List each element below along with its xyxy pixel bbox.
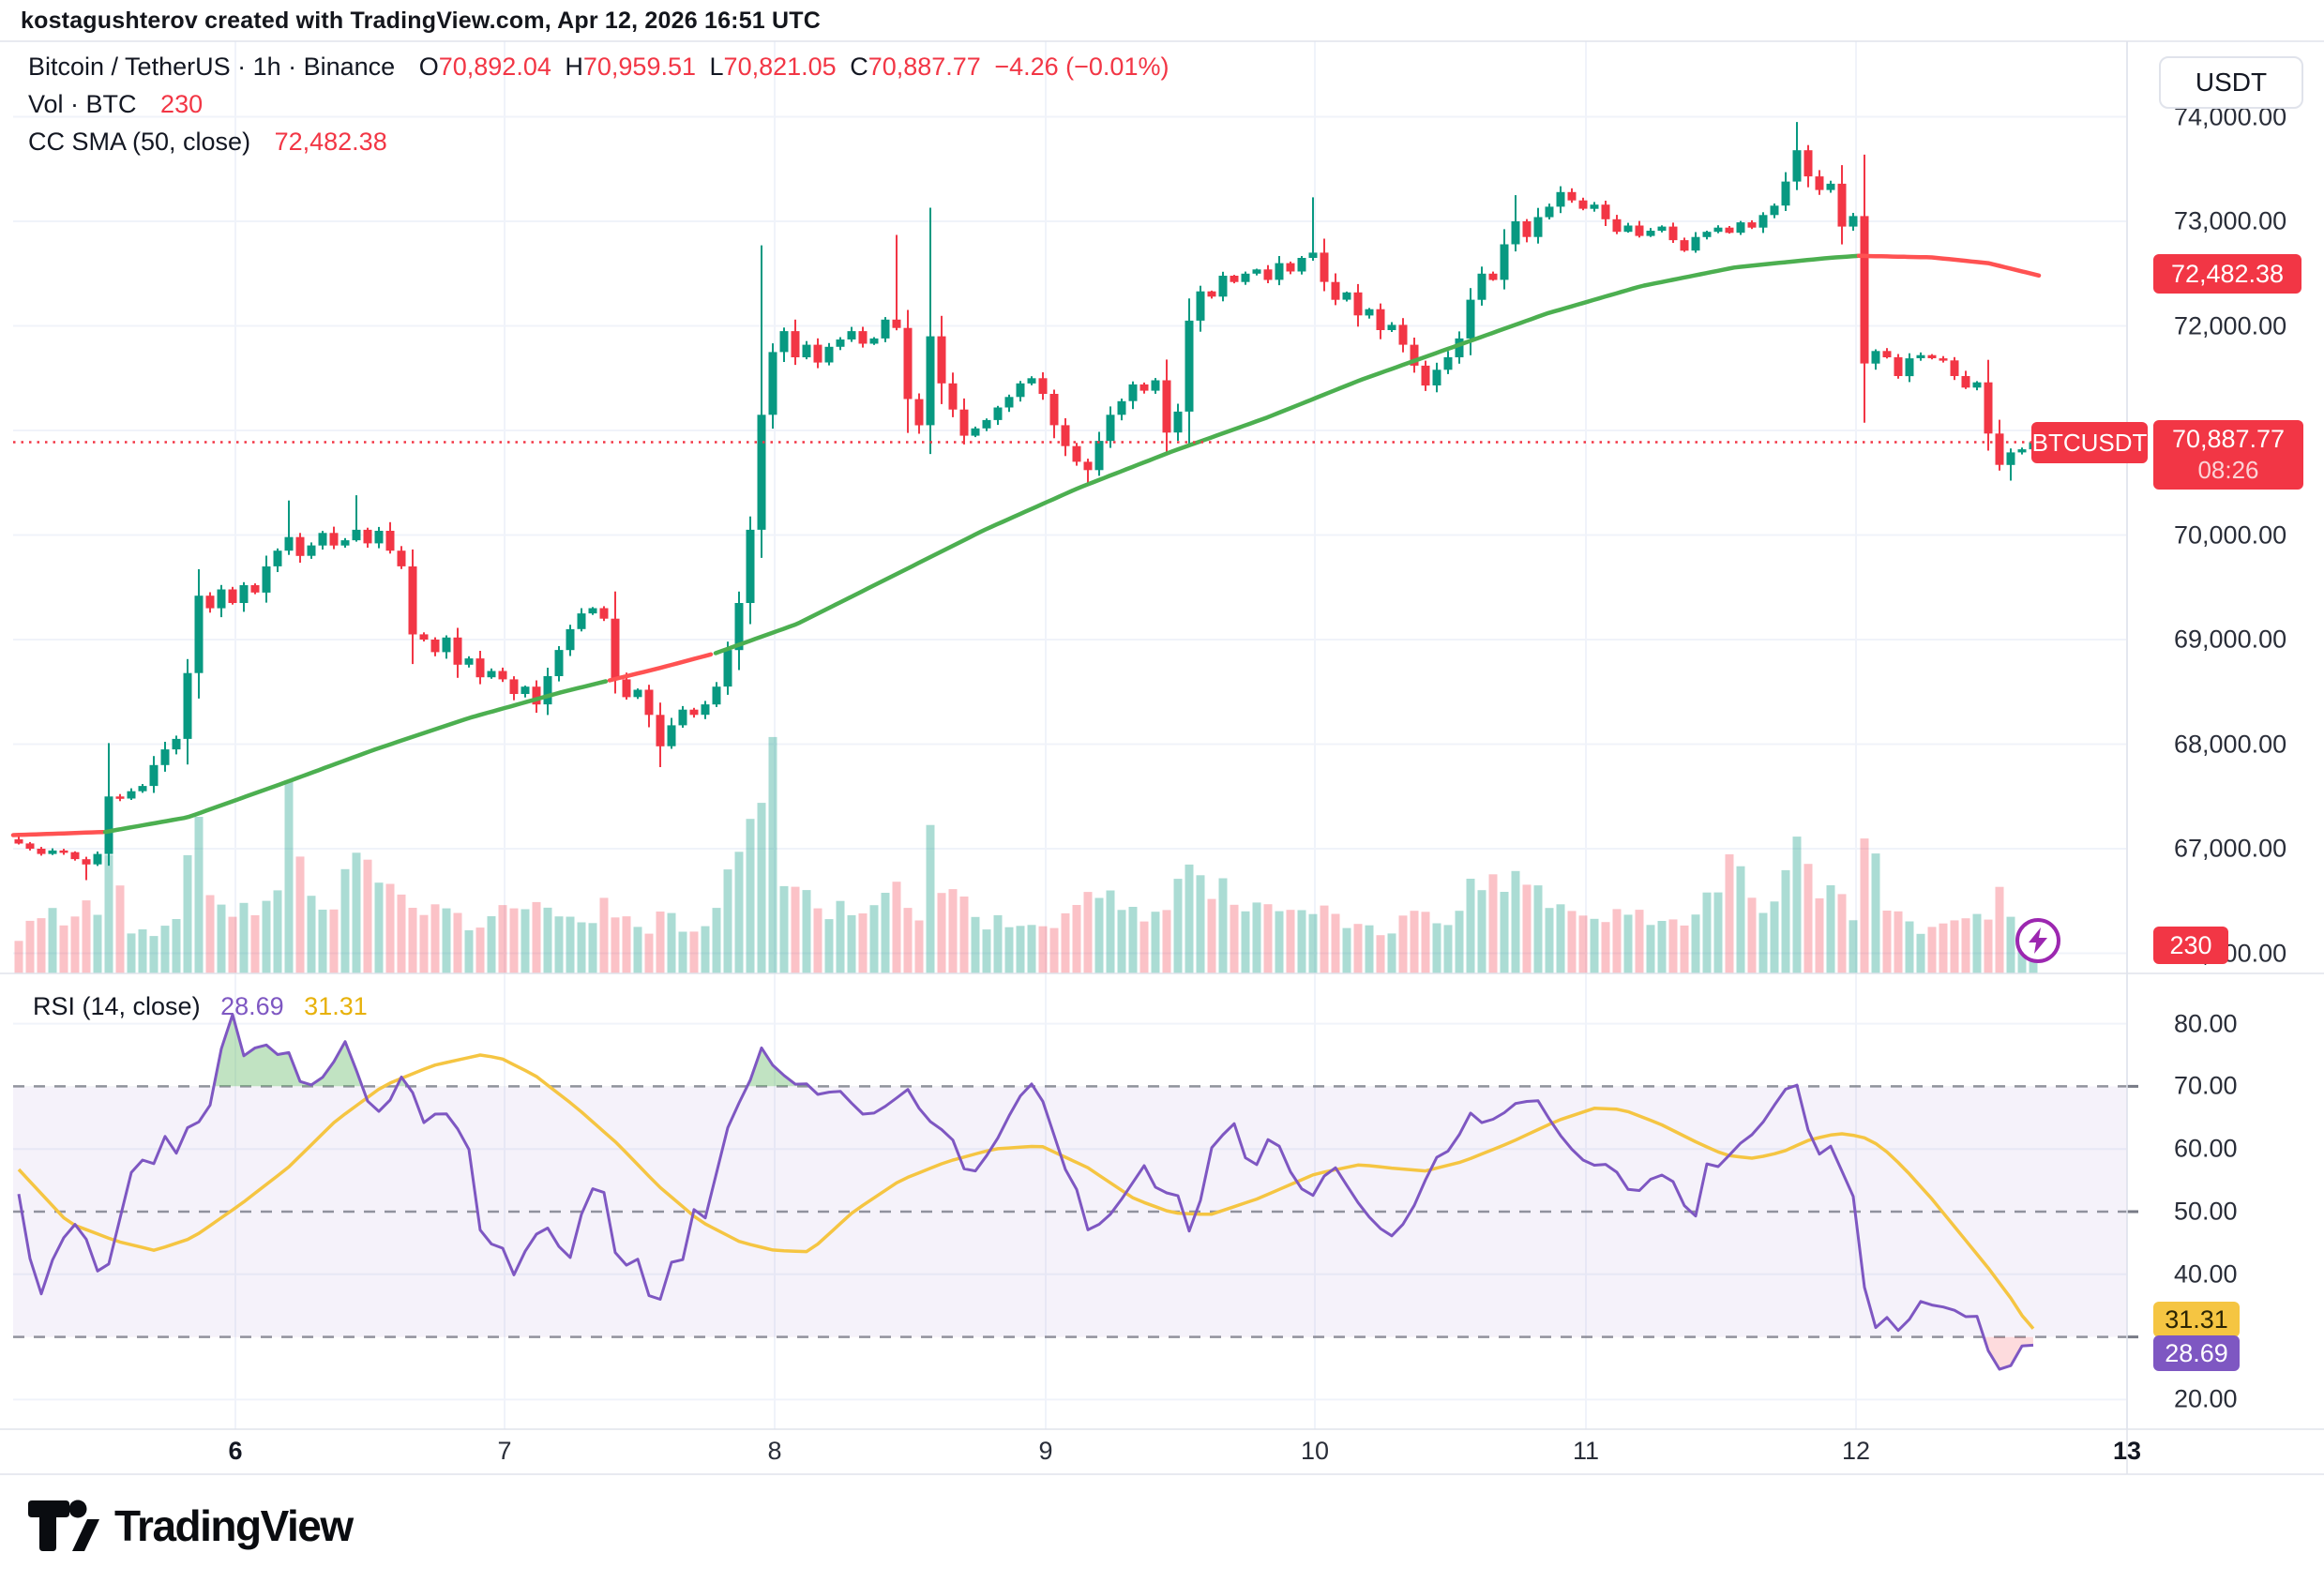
rsi-axis-label: 70.00: [2174, 1071, 2238, 1100]
rsi-label: RSI (14, close): [33, 992, 201, 1020]
symbol-price-tag: BTCUSDT: [2031, 422, 2148, 463]
rsi-axis-label: 50.00: [2174, 1197, 2238, 1226]
change-value: −4.26 (−0.01%): [994, 53, 1170, 81]
currency-toggle-button[interactable]: USDT: [2159, 56, 2303, 109]
rsi-axis-label: 20.00: [2174, 1384, 2238, 1413]
last-price-axis-badge: 70,887.77 08:26: [2153, 420, 2303, 490]
last-price-value: 70,887.77: [2171, 425, 2286, 453]
ohlc-low-label: L: [709, 53, 724, 81]
rsi-axis-label: 80.00: [2174, 1009, 2238, 1038]
candles-series: [14, 122, 2038, 881]
lightning-icon: [2029, 927, 2047, 954]
ohlc-open-value: 70,892.04: [438, 53, 551, 81]
price-axis-label: 67,000.00: [2174, 834, 2287, 863]
symbol-legend-row: Bitcoin / TetherUS · 1h · Binance O70,89…: [28, 51, 1169, 83]
time-axis-label: 8: [767, 1437, 782, 1465]
sma-value: 72,482.38: [274, 128, 387, 156]
price-axis-label: 68,000.00: [2174, 730, 2287, 758]
bar-countdown: 08:26: [2197, 456, 2259, 484]
price-axis-label: 73,000.00: [2174, 206, 2287, 235]
price-axis-label: 69,000.00: [2174, 625, 2287, 654]
rsi-ma-axis-badge: 31.31: [2153, 1302, 2240, 1337]
time-axis-label: 11: [1572, 1437, 1600, 1465]
rsi-legend: RSI (14, close) 28.69 31.31: [33, 992, 368, 1021]
rsi-axis-label: 40.00: [2174, 1259, 2238, 1289]
time-axis-label: 6: [228, 1437, 243, 1465]
time-axis-label: 9: [1038, 1437, 1053, 1465]
footer-brand: TradingView: [26, 1499, 354, 1553]
time-scale[interactable]: [0, 1429, 2127, 1474]
rsi-axis-badge: 28.69: [2153, 1335, 2240, 1371]
rsi-value: 28.69: [220, 992, 284, 1020]
ohlc-close-value: 70,887.77: [868, 53, 981, 81]
rsi-ma-value: 31.31: [304, 992, 368, 1020]
sma-axis-badge: 72,482.38: [2153, 254, 2301, 294]
ohlc-low-value: 70,821.05: [723, 53, 837, 81]
volume-label: Vol · BTC: [28, 90, 137, 118]
price-axis-label: 70,000.00: [2174, 520, 2287, 549]
instant-order-button[interactable]: [2015, 918, 2060, 963]
price-axis-label: 72,000.00: [2174, 311, 2287, 339]
rsi-ma-line: [17, 1053, 2035, 1330]
rsi-axis-label: 60.00: [2174, 1134, 2238, 1163]
ohlc-high-label: H: [565, 53, 583, 81]
ohlc-open-label: O: [418, 53, 439, 81]
volume-series: [14, 736, 2038, 973]
pane-legend: Bitcoin / TetherUS · 1h · Binance O70,89…: [28, 51, 1169, 158]
tradingview-logo-icon: [28, 1500, 99, 1551]
time-axis-label: 12: [1841, 1437, 1871, 1465]
ohlc-close-label: C: [850, 53, 868, 81]
time-axis-label: 10: [1300, 1437, 1330, 1465]
volume-axis-badge: 230: [2153, 927, 2228, 964]
sma-line: [10, 253, 2042, 837]
time-axis-label: 7: [497, 1437, 512, 1465]
rsi-line: [17, 1013, 2034, 1371]
attribution-text: kostagushterov created with TradingView.…: [21, 8, 822, 34]
symbol-title: Bitcoin / TetherUS · 1h · Binance: [28, 53, 396, 81]
sma-legend-row: CC SMA (50, close) 72,482.38: [28, 126, 1169, 158]
volume-value: 230: [160, 90, 204, 118]
volume-legend-row: Vol · BTC 230: [28, 88, 1169, 120]
brand-name: TradingView: [114, 1501, 354, 1550]
ohlc-high-value: 70,959.51: [582, 53, 696, 81]
time-axis-label: 13: [2112, 1437, 2142, 1465]
sma-label: CC SMA (50, close): [28, 128, 251, 156]
